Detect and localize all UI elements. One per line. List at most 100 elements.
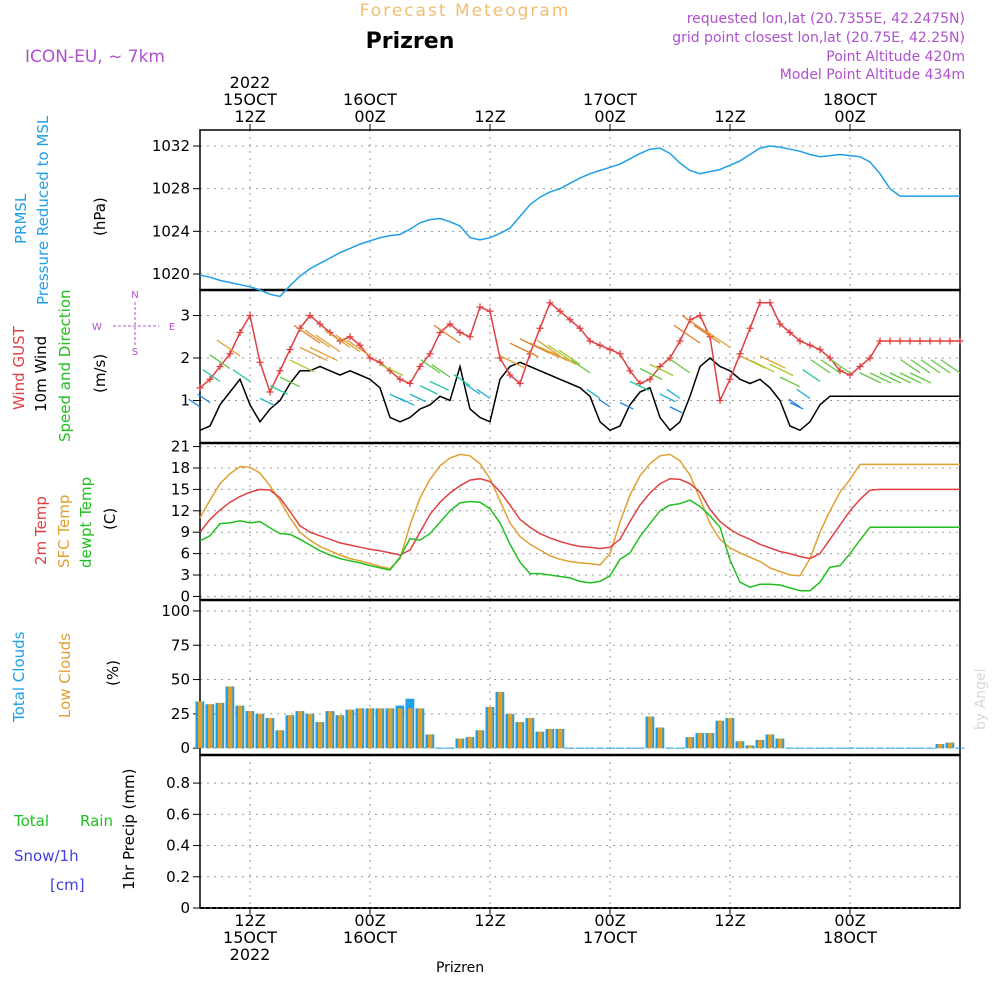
clouds-ytick-label: 100	[161, 602, 190, 620]
top-time-label: 12Z	[234, 107, 265, 126]
wind-direction-arrow	[304, 329, 331, 348]
precip-label-snow: Snow/1h	[14, 847, 79, 865]
gust-point	[826, 354, 834, 362]
gust-point	[466, 333, 474, 341]
wind-direction-arrow	[188, 398, 201, 408]
low-cloud-bar	[488, 706, 493, 749]
gust-point	[416, 363, 424, 370]
wind-direction-arrow	[346, 339, 371, 357]
low-cloud-bar	[418, 708, 423, 749]
top-time-label: 00Z	[594, 107, 625, 126]
gust-point	[956, 337, 964, 345]
compass-w: W	[92, 322, 102, 333]
wind-direction-arrow	[379, 363, 404, 377]
gust-point	[796, 337, 804, 345]
wind-direction-arrow	[889, 372, 912, 384]
gust-point	[426, 350, 434, 358]
precip-ytick-label: 0	[180, 899, 190, 917]
wind-direction-arrow	[629, 380, 650, 392]
wind-direction-arrow	[910, 359, 931, 374]
low-cloud-bar	[228, 686, 233, 749]
gust-point	[496, 354, 504, 362]
low-cloud-bar	[398, 708, 403, 749]
low-cloud-bar	[238, 705, 243, 749]
low-cloud-bar	[358, 708, 363, 749]
low-cloud-bar	[218, 702, 223, 749]
gust-point	[446, 320, 454, 328]
gust-point	[946, 337, 954, 345]
gust-point	[616, 350, 624, 358]
bottom-time-label: 00Z	[354, 911, 385, 930]
low-cloud-bar	[778, 738, 783, 749]
temp-ytick-label: 6	[180, 545, 190, 563]
precip-ytick-label: 0.6	[166, 805, 190, 823]
top-time-label: 17OCT	[583, 90, 637, 109]
wind-direction-arrow	[749, 359, 775, 373]
temp-labels: 2m Temp SFC Temp dewpt Temp (C)	[32, 477, 119, 568]
gust-point	[926, 337, 934, 345]
wind-direction-arrow	[666, 388, 681, 399]
wind-direction-arrow	[830, 359, 851, 374]
watermark: by Angel	[973, 669, 989, 730]
wind-unit: (m/s)	[91, 354, 109, 393]
gust-point	[206, 375, 214, 383]
wind-direction-arrow	[309, 346, 338, 362]
clouds-ytick-label: 75	[171, 636, 190, 654]
compass-e: E	[169, 322, 175, 333]
wind-direction-arrow	[598, 398, 611, 408]
wind-direction-arrow	[232, 369, 251, 382]
low-cloud-bar	[278, 730, 283, 749]
wind-direction-arrow	[202, 369, 221, 382]
low-cloud-bar	[768, 734, 773, 749]
gust-point	[266, 388, 274, 396]
temp-frame	[199, 442, 961, 601]
gust-point	[456, 329, 464, 336]
wind-direction-arrow	[315, 334, 341, 353]
gust-point	[856, 363, 864, 370]
gust-point	[586, 337, 594, 345]
precip-labels: Total Rain Snow/1h [cm] 1hr Precip (mm)	[13, 769, 138, 894]
gust-point	[566, 316, 574, 324]
wind-label-direction: Speed and Direction	[56, 289, 74, 442]
wind-direction-arrow	[649, 363, 674, 377]
bottom-time-label: 2022	[230, 945, 271, 964]
temp-ytick-label: 15	[171, 480, 190, 498]
gust-point	[576, 324, 584, 332]
wind-direction-arrow	[431, 364, 451, 378]
wind-direction-arrow	[704, 329, 731, 348]
pressure-labels: PRMSL Pressure Reduced to MSL (hPa)	[12, 115, 109, 305]
wind-direction-arrow	[869, 372, 892, 384]
wind-direction-arrow	[586, 388, 601, 399]
wind-direction-arrow	[759, 355, 786, 369]
gust-point	[486, 307, 494, 315]
gust-point	[546, 299, 554, 307]
gust-point	[396, 375, 404, 383]
wind-direction-arrow	[476, 388, 491, 399]
point-altitude: Point Altitude 420m	[826, 49, 965, 65]
wind-direction-arrow	[536, 339, 561, 357]
wind-direction-arrow	[509, 342, 539, 358]
low-cloud-bar	[648, 716, 653, 749]
wind-direction-arrow	[269, 385, 288, 395]
compass-n: N	[131, 290, 138, 301]
low-cloud-bar	[728, 717, 733, 749]
low-cloud-bar	[498, 691, 503, 749]
temp-ytick-label: 9	[180, 523, 190, 541]
low-cloud-bar	[458, 738, 463, 749]
low-cloud-bar	[708, 733, 713, 749]
gust-point	[756, 299, 764, 307]
low-cloud-bar	[348, 709, 353, 749]
compass-s: S	[132, 347, 138, 358]
gust-point	[556, 307, 564, 315]
wind-direction-arrow	[409, 393, 426, 403]
wind-10m-series-line	[199, 357, 960, 432]
compass-cross-icon	[113, 302, 159, 345]
pressure-ytick-label: 1028	[152, 180, 190, 198]
temp-ytick-label: 21	[171, 438, 190, 456]
low-cloud-bar	[208, 704, 213, 749]
low-cloud-bar	[478, 730, 483, 749]
bottom-time-label: 12Z	[234, 911, 265, 930]
low-cloud-bar	[658, 727, 663, 749]
gust-point	[316, 320, 324, 328]
wind-direction-arrow	[619, 402, 634, 410]
